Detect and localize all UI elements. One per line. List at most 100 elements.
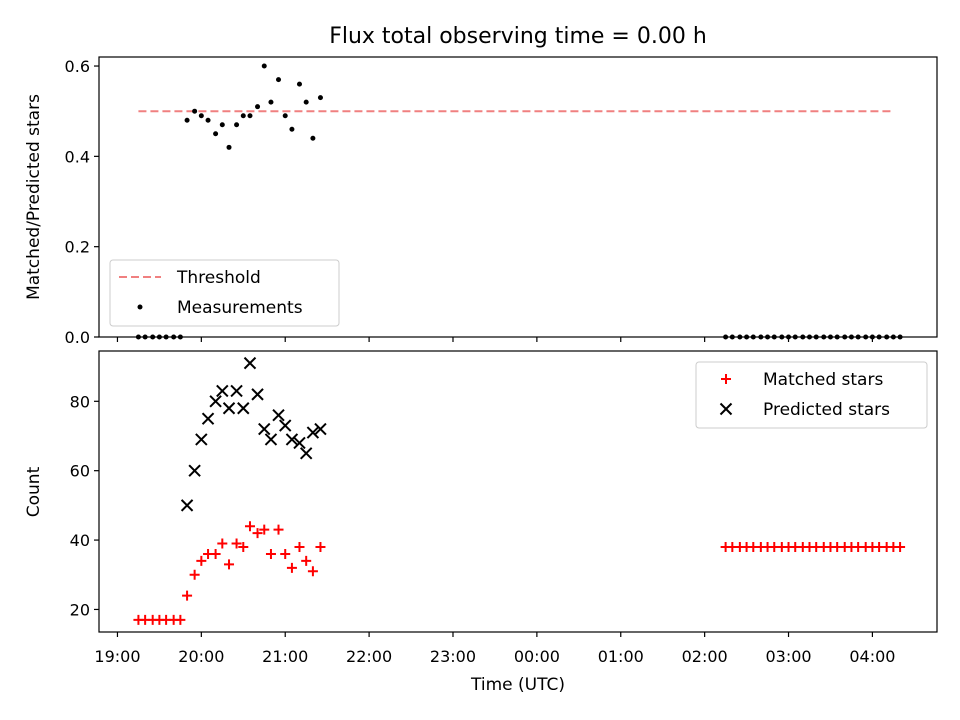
matched-star-point <box>244 521 255 532</box>
predicted-star-point <box>180 499 194 512</box>
measurement-point <box>276 77 282 83</box>
predicted-star-point <box>201 412 215 425</box>
legend-matched-marker <box>721 374 731 384</box>
measurement-point <box>226 144 232 150</box>
predicted-star-point <box>299 447 313 460</box>
legend-matched-swatch <box>721 374 731 384</box>
x-tick-label: 00:00 <box>514 647 560 666</box>
predicted-star-point <box>188 464 201 477</box>
matched-star-point <box>280 548 291 559</box>
legend-predicted-label: Predicted stars <box>763 400 890 420</box>
predicted-star-point <box>293 436 306 450</box>
matched-star-point <box>231 538 242 549</box>
measurement-point <box>213 131 219 137</box>
matched-star-point <box>259 524 270 535</box>
y-tick-label: 0.6 <box>65 57 90 76</box>
predicted-star-point <box>285 433 299 446</box>
measurement-point <box>268 99 274 105</box>
measurement-point <box>234 122 240 128</box>
x-tick-label: 01:00 <box>598 647 644 666</box>
x-axis-label: Time (UTC) <box>470 675 565 695</box>
predicted-star-point <box>306 426 320 439</box>
predicted-star-point <box>264 433 278 446</box>
ratio-legend-box <box>109 259 340 327</box>
matched-star-point <box>182 590 193 601</box>
legend-measurements-label: Measurements <box>177 298 303 318</box>
y-tick-label: 0.4 <box>65 147 90 166</box>
matched-star-point <box>265 548 276 559</box>
predicted-star-point <box>195 433 208 446</box>
count-panel: 20 40 60 80 19:00 20:00 21:00 22:00 23:00 00:00 0… <box>24 350 938 695</box>
matched-star-point <box>301 555 312 566</box>
matched-star-point <box>895 542 906 553</box>
predicted-star-point <box>222 402 236 415</box>
matched-star-point <box>210 548 221 559</box>
x-tick-label: 20:00 <box>178 647 224 666</box>
y-tick-label: 80 <box>70 392 90 411</box>
matched-star-point <box>307 566 318 577</box>
x-tick-label: 04:00 <box>849 647 895 666</box>
measurement-point <box>296 81 302 87</box>
measurement-point <box>255 104 261 110</box>
matched-star-point <box>294 542 305 553</box>
predicted-star-point <box>272 408 285 422</box>
legend-matched-label: Matched stars <box>763 370 883 390</box>
matched-star-point <box>196 555 207 566</box>
measurement-point <box>261 63 267 69</box>
measurement-point <box>198 113 204 119</box>
matched-star-point <box>252 528 263 539</box>
predicted-star-point <box>243 356 257 370</box>
count-legend: Matched stars Predicted stars <box>695 361 928 429</box>
measurement-point <box>192 108 198 114</box>
predicted-star-point <box>230 384 243 398</box>
predicted-star-point <box>209 395 222 408</box>
predicted-star-point <box>314 422 327 436</box>
matched-star-point <box>286 562 297 573</box>
legend-predicted-swatch <box>719 402 733 416</box>
chart-title: Flux total observing time = 0.00 h <box>329 24 707 49</box>
measurement-point <box>310 135 316 141</box>
matched-star-point <box>273 524 284 535</box>
y-tick-label: 0.0 <box>65 328 90 347</box>
predicted-star-point <box>216 384 229 398</box>
ratio-legend: Threshold Measurements <box>109 259 340 327</box>
matched-star-point <box>175 614 186 625</box>
x-tick-label: 23:00 <box>430 647 476 666</box>
measurement-point <box>240 113 246 119</box>
predicted-star-point <box>237 402 250 415</box>
matched-star-point <box>315 542 326 553</box>
count-legend-box <box>695 361 928 429</box>
measurement-point <box>184 117 190 123</box>
x-tick-label: 19:00 <box>94 647 140 666</box>
x-tick-label: 03:00 <box>765 647 811 666</box>
legend-threshold-label: Threshold <box>176 268 261 288</box>
predicted-star-point <box>258 422 271 436</box>
measurement-point <box>247 113 253 119</box>
x-tick-label: 21:00 <box>262 647 308 666</box>
y-tick-label: 60 <box>70 462 90 481</box>
legend-predicted-marker <box>719 402 733 416</box>
legend-measurements-swatch <box>137 304 143 310</box>
ratio-plot-frame <box>98 56 938 338</box>
matched-star-point <box>238 542 249 553</box>
ratio-panel: 0.0 0.2 0.4 0.6 Matched/Predicted stars Thr… <box>24 56 938 347</box>
measurement-point <box>289 126 295 132</box>
matched-star-point <box>217 538 228 549</box>
matched-star-point <box>224 559 235 570</box>
x-tick-label: 22:00 <box>346 647 392 666</box>
predicted-star-point <box>251 388 264 401</box>
measurement-point <box>282 113 288 119</box>
measurement-point <box>205 117 211 123</box>
y-tick-label: 20 <box>70 600 90 619</box>
x-tick-label: 02:00 <box>682 647 728 666</box>
ratio-y-axis-label: Matched/Predicted stars <box>24 94 44 300</box>
count-plot-frame <box>98 350 938 633</box>
measurement-point <box>303 99 309 105</box>
matched-star-point <box>189 569 200 580</box>
count-y-axis-label: Count <box>24 466 44 517</box>
y-tick-label: 40 <box>70 531 90 550</box>
y-tick-label: 0.2 <box>65 238 90 257</box>
measurement-point <box>219 122 225 128</box>
measurement-point <box>317 95 323 101</box>
